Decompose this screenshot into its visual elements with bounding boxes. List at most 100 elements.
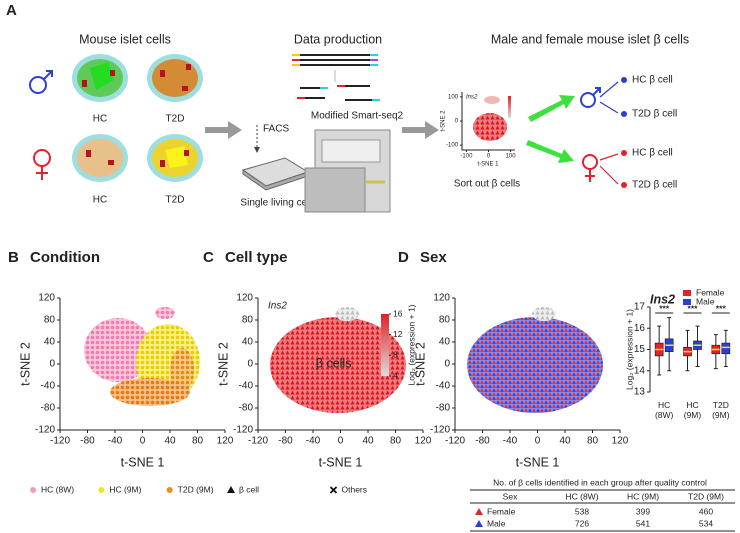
table-header: HC (8W) — [565, 491, 598, 501]
y-tick-label: -120 — [35, 425, 55, 436]
section-title: Male and female mouse islet β cells — [491, 32, 689, 46]
x-tick-label: 120 — [217, 436, 234, 447]
group-label: T2D β cell — [632, 109, 677, 120]
x-tick-label: 80 — [390, 436, 402, 447]
table-header: Sex — [503, 491, 518, 501]
legend-label: β cell — [239, 484, 259, 494]
x-tick-label: 40 — [164, 436, 176, 447]
condition-label: HC — [93, 195, 107, 206]
x-tick-label: 120 — [612, 436, 629, 447]
x-axis-label: t-SNE 1 — [516, 455, 560, 469]
y-axis-label: t-SNE 2 — [216, 342, 230, 386]
sort-label: Sort out β cells — [454, 179, 520, 190]
legend-label: Male — [696, 296, 715, 306]
y-tick-label: 15 — [634, 344, 646, 355]
well-plate — [241, 157, 310, 191]
section-title: Mouse islet cells — [79, 32, 171, 46]
panel-a: A Mouse islet cells Data production Male… — [6, 2, 689, 213]
x-axis-label: t-SNE 1 — [121, 455, 165, 469]
panel-label: B — [8, 249, 19, 266]
y-tick-label: 14 — [634, 365, 646, 376]
green-arrow — [526, 140, 574, 163]
group-label: HC β cell — [632, 75, 673, 86]
cloud-d — [467, 307, 603, 413]
panel-label: C — [203, 249, 214, 266]
single-cell-label: Single living cell — [240, 198, 311, 209]
y-tick-label: 16 — [634, 323, 646, 334]
y-tick-label: 40 — [242, 337, 254, 348]
islet-hc-female — [72, 134, 128, 182]
group-dot — [621, 182, 627, 188]
table-cell: Female — [487, 506, 516, 516]
facs-arrow-head — [254, 147, 260, 153]
y-tick-label: 80 — [44, 315, 56, 326]
y-tick-label: -80 — [436, 403, 451, 414]
chart-title: Condition — [30, 249, 100, 266]
panel-label: D — [398, 249, 409, 266]
x-tick-label: 40 — [559, 436, 571, 447]
significance: *** — [716, 303, 727, 313]
y-tick-label: 120 — [236, 293, 253, 304]
x-tick-label: -120 — [445, 436, 465, 447]
x-tick-label: -80 — [278, 436, 293, 447]
colorbar-tick-label: 16 — [393, 308, 403, 318]
table-title: No. of β cells identified in each group … — [493, 477, 707, 487]
cell-cloud — [532, 307, 556, 321]
flow-arrow — [205, 121, 242, 139]
female-symbol — [582, 154, 598, 182]
x-tick-label: -120 — [248, 436, 268, 447]
x-tick-label: 80 — [587, 436, 599, 447]
condition-label: T2D — [166, 114, 185, 125]
box — [721, 342, 731, 355]
y-tick-label: -120 — [430, 425, 450, 436]
x-axis-label: t-SNE 1 — [319, 455, 363, 469]
legend-label: Female — [696, 287, 725, 297]
cell-cloud — [270, 317, 406, 413]
tick-label: 100 — [506, 154, 517, 160]
y-tick-label: 120 — [433, 293, 450, 304]
female-marker — [475, 508, 483, 515]
legend-marker — [683, 299, 691, 305]
annotation: Ins2 — [268, 301, 287, 312]
axis-label: t-SNE 1 — [477, 162, 499, 168]
section-title: Data production — [294, 32, 382, 46]
y-tick-label: -80 — [41, 403, 56, 414]
legend-label: HC (8W) — [41, 484, 74, 494]
legend-marker — [227, 486, 235, 493]
cell-cloud — [335, 307, 359, 321]
colorbar-label: Log₂ (expression + 1) — [406, 304, 416, 385]
cell-cloud — [170, 348, 194, 392]
y-tick-label: 13 — [634, 387, 646, 398]
x-tick-label: HC (9M) — [684, 400, 702, 420]
y-tick-label: 80 — [242, 315, 254, 326]
x-tick-label: -120 — [50, 436, 70, 447]
y-tick-label: 0 — [247, 359, 253, 370]
y-tick-label: -40 — [239, 381, 254, 392]
cell-cloud — [110, 378, 190, 406]
male-symbol — [580, 87, 601, 108]
y-tick-label: -80 — [239, 403, 254, 414]
x-tick-label: -80 — [475, 436, 490, 447]
table-cell: 541 — [636, 518, 650, 528]
y-tick-label: 0 — [444, 359, 450, 370]
male-marker — [475, 520, 483, 527]
x-tick-label: -40 — [306, 436, 321, 447]
sequencer — [304, 129, 391, 213]
group-label: T2D β cell — [632, 180, 677, 191]
legend-label: HC (9M) — [109, 484, 141, 494]
legend-label: T2D (9M) — [178, 484, 214, 494]
x-tick-label: 120 — [415, 436, 432, 447]
smartseq-label: Modified Smart-seq2 — [311, 111, 404, 122]
islet-t2d-male — [147, 54, 203, 102]
legend-marker — [329, 486, 338, 494]
tick-label: -100 — [446, 143, 459, 149]
chart-title: Ins2 — [650, 292, 675, 306]
mini-axes — [461, 92, 515, 151]
y-axis-label: t-SNE 2 — [413, 342, 427, 386]
colorbar-tick-label: 12 — [393, 329, 403, 339]
table-cell: 399 — [636, 506, 650, 516]
y-tick-label: -40 — [436, 381, 451, 392]
table-header: HC (9M) — [627, 491, 659, 501]
x-tick-label: 0 — [535, 436, 541, 447]
male-symbol — [29, 70, 53, 94]
